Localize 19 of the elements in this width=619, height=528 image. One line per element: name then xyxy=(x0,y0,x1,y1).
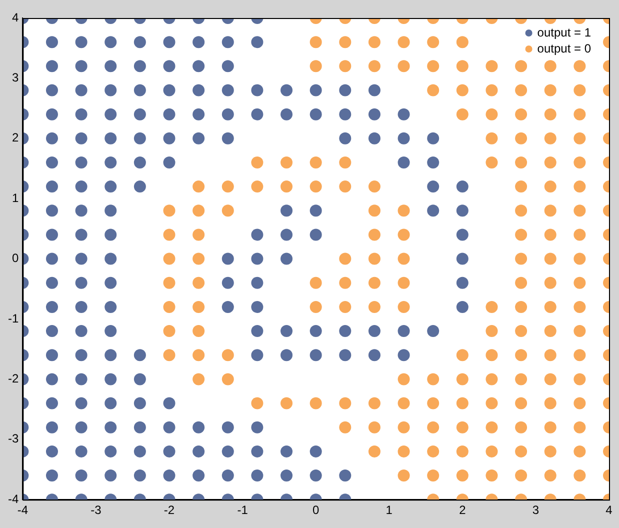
y-tick-label: 1 xyxy=(12,190,19,205)
y-tick-label: 3 xyxy=(12,70,19,85)
x-tick-label: 3 xyxy=(532,503,540,518)
x-tick-label: -1 xyxy=(237,503,248,518)
legend-label: output = 1 xyxy=(537,25,592,40)
x-tick-label: -3 xyxy=(90,503,102,518)
y-tick-label: -2 xyxy=(8,372,19,386)
x-tick-label: 4 xyxy=(606,503,613,518)
legend-label: output = 0 xyxy=(537,41,592,56)
x-tick-label: 2 xyxy=(459,503,466,518)
y-tick-label: 4 xyxy=(12,10,19,24)
y-tick-label: -4 xyxy=(8,492,19,506)
y-tick-label: -1 xyxy=(8,311,19,326)
y-tick-label: 2 xyxy=(12,130,19,145)
y-tick-label: -3 xyxy=(8,432,19,446)
x-tick-label: 1 xyxy=(386,503,393,518)
x-tick-label: -2 xyxy=(164,503,175,518)
y-tick-label: 0 xyxy=(12,251,19,266)
x-tick-label: 0 xyxy=(312,503,320,518)
